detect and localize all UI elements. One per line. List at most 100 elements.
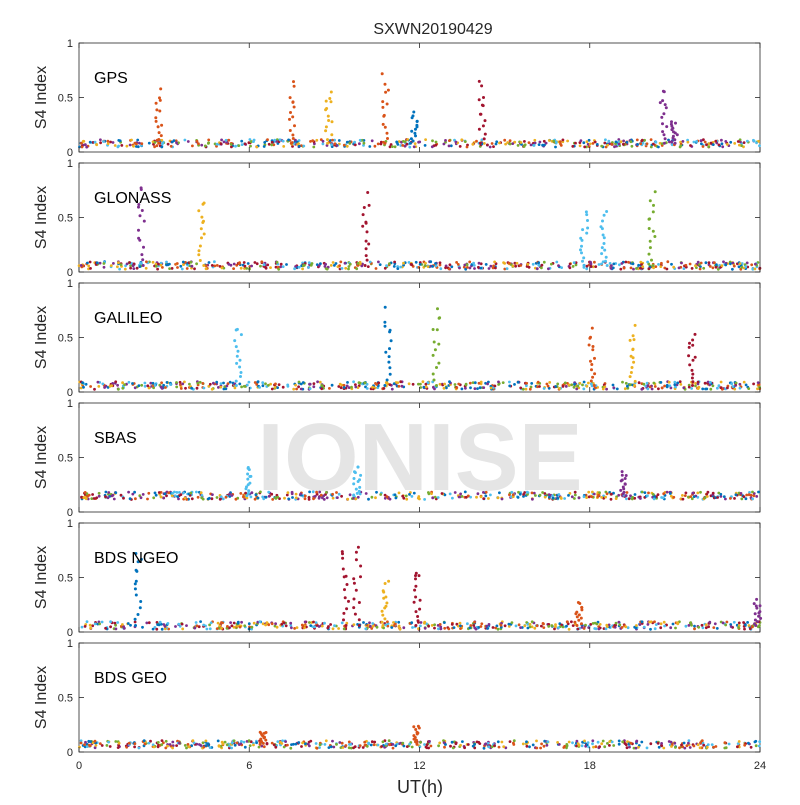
data-point [601, 739, 605, 743]
data-point [424, 745, 428, 749]
data-point [582, 495, 586, 499]
data-point [668, 384, 672, 388]
data-point [690, 623, 693, 627]
data-point [273, 138, 277, 142]
data-point [346, 497, 350, 501]
data-point [191, 144, 194, 148]
data-point [163, 492, 167, 496]
data-point [487, 267, 491, 270]
data-point [308, 382, 312, 386]
data-point [753, 618, 757, 622]
data-point [748, 491, 751, 494]
data-point [737, 740, 741, 743]
data-point [208, 746, 212, 749]
y-axis-label: S4 Index [33, 546, 50, 609]
data-point [292, 84, 296, 88]
data-point [385, 742, 388, 746]
data-point [123, 626, 126, 630]
data-point [222, 381, 225, 385]
data-point [661, 496, 665, 500]
data-point [371, 622, 375, 625]
data-point [133, 587, 137, 591]
data-point [581, 259, 584, 263]
data-point [98, 261, 102, 265]
data-point [93, 746, 97, 750]
data-point [232, 267, 236, 270]
data-point [224, 495, 228, 499]
data-point [493, 744, 496, 747]
data-point [383, 125, 387, 129]
data-point [737, 626, 740, 630]
data-point [117, 741, 121, 745]
data-point [629, 371, 633, 374]
data-point [704, 387, 707, 391]
data-point [218, 624, 222, 627]
data-point [195, 386, 199, 390]
data-point [492, 264, 495, 268]
data-point [245, 496, 249, 500]
data-point [511, 493, 515, 497]
data-point [477, 79, 481, 83]
data-point [606, 742, 609, 745]
data-point [508, 139, 512, 143]
data-point [736, 140, 740, 143]
data-point [289, 624, 293, 627]
data-point [287, 138, 290, 142]
data-point [682, 386, 686, 390]
data-point [487, 745, 491, 749]
data-point [423, 626, 427, 630]
data-point [439, 625, 443, 629]
data-point [84, 497, 88, 501]
data-point [617, 138, 621, 141]
data-point [329, 745, 333, 749]
data-point [657, 745, 661, 749]
data-point [329, 264, 333, 267]
panel-frame [78, 42, 761, 153]
data-point [322, 498, 326, 501]
data-point [127, 490, 130, 494]
data-point [538, 493, 542, 497]
data-point [757, 744, 761, 748]
data-point [706, 743, 710, 746]
data-point [382, 387, 386, 390]
data-point [307, 496, 311, 499]
data-point [580, 251, 583, 255]
data-point [357, 489, 361, 493]
data-point [248, 138, 252, 141]
data-point [687, 354, 691, 358]
data-point [425, 743, 429, 747]
data-point [384, 604, 388, 608]
data-point [558, 140, 562, 144]
data-point [364, 239, 368, 243]
panel-label: GALILEO [94, 310, 162, 327]
data-point [423, 621, 426, 625]
data-point [276, 495, 280, 499]
data-point [479, 266, 483, 270]
data-point [151, 743, 155, 747]
data-point [219, 385, 223, 389]
panel-label: GLONASS [94, 190, 171, 207]
data-point [711, 384, 715, 388]
data-point [696, 495, 700, 499]
data-point [162, 496, 166, 500]
data-point [77, 264, 81, 268]
data-point [565, 624, 568, 628]
data-point [687, 739, 691, 743]
data-point [167, 491, 171, 495]
data-point [149, 381, 153, 385]
data-point [573, 382, 576, 386]
data-point [563, 497, 566, 500]
data-point [239, 371, 243, 374]
data-point [585, 140, 589, 144]
data-point [437, 361, 441, 365]
data-point [134, 552, 138, 555]
data-point [308, 621, 311, 624]
data-point [627, 260, 630, 264]
data-point [587, 495, 591, 499]
data-point [674, 385, 677, 389]
data-point [664, 106, 668, 110]
data-point [483, 142, 486, 145]
data-point [660, 744, 664, 748]
data-point [414, 728, 418, 731]
